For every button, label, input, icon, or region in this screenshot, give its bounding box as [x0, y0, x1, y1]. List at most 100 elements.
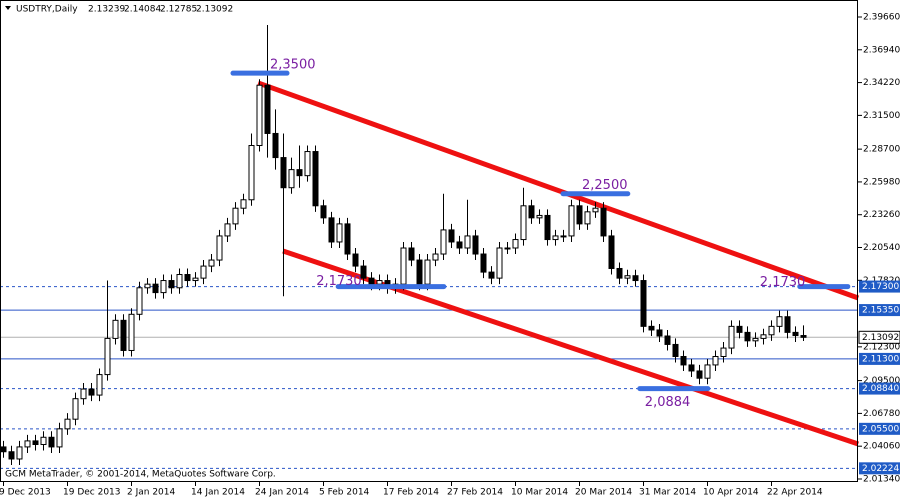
level-label-box: [859, 352, 900, 365]
candle-body: [744, 331, 751, 342]
candle-body: [472, 235, 479, 255]
candle-body: [376, 280, 383, 285]
level-label-box: [859, 462, 900, 475]
candle-body: [480, 253, 487, 273]
candle-body: [96, 374, 103, 396]
trendline: [257, 80, 860, 301]
candle-body: [800, 335, 807, 338]
last-open: 2.13239: [88, 5, 125, 15]
candle-body: [648, 325, 655, 331]
candle-body: [496, 247, 503, 279]
y-tick-label: 2.09500: [863, 376, 900, 386]
candle-body: [536, 214, 543, 219]
level-label-box: [859, 382, 900, 395]
candle-body: [736, 325, 743, 333]
last-high: 2.14084: [124, 5, 161, 15]
candle-body: [320, 205, 327, 219]
menu-arrow: [5, 6, 11, 10]
plot-area: [0, 24, 860, 469]
candle-body: [192, 277, 199, 282]
annotation-label: 2,3500: [270, 58, 316, 73]
candle-body: [8, 451, 15, 460]
candle-body: [352, 253, 359, 267]
candle-body: [576, 205, 583, 225]
candle-body: [408, 247, 415, 261]
candle-body: [24, 440, 31, 448]
level-label: 2.08840: [862, 384, 899, 394]
candle-body: [680, 355, 687, 366]
candle-body: [416, 259, 423, 285]
candle-body: [272, 132, 279, 159]
candle-body: [304, 151, 311, 177]
candle-body: [360, 265, 367, 279]
last-low: 2.12785: [160, 5, 197, 15]
candle-body: [720, 347, 727, 357]
y-tick-label: 2.01340: [863, 474, 900, 484]
candle-body: [584, 211, 591, 225]
candle-body: [448, 229, 455, 243]
candle-body: [544, 214, 551, 241]
x-tick-label: 19 Dec 2013: [63, 488, 121, 498]
current-price-label: 2.13092: [862, 333, 899, 343]
candle-body: [656, 329, 663, 337]
candle-body: [120, 319, 127, 351]
level-label-box: [859, 304, 900, 317]
candle-body: [240, 199, 247, 209]
last-close: 2.13092: [196, 5, 233, 15]
candle-body: [104, 337, 111, 376]
candle-body: [592, 207, 599, 213]
candle-body: [616, 267, 623, 279]
level-label: 2.17300: [862, 282, 899, 292]
current-price-box: [858, 330, 900, 344]
y-tick-label: 2.04060: [863, 442, 900, 452]
candle-body: [160, 280, 167, 294]
candle-body: [328, 217, 335, 243]
y-tick-label: 2.34220: [863, 78, 900, 88]
candle-body: [792, 331, 799, 337]
candle-body: [704, 364, 711, 379]
candle-body: [424, 259, 431, 285]
candle-body: [560, 235, 567, 238]
candle-body: [128, 313, 135, 351]
candle-body: [40, 436, 47, 446]
candle-body: [56, 428, 63, 448]
y-tick-label: 2.23260: [863, 210, 900, 220]
candle-body: [512, 239, 519, 249]
candle-body: [760, 334, 767, 339]
candle-body: [64, 418, 71, 430]
candle-body: [568, 205, 575, 237]
candle-body: [288, 169, 295, 189]
candle-body: [16, 446, 23, 460]
level-label-box: [859, 422, 900, 435]
y-tick-label: 2.12300: [863, 342, 900, 352]
x-tick-label: 24 Jan 2014: [255, 488, 309, 498]
x-tick-label: 22 Apr 2014: [767, 488, 823, 498]
candle-body: [168, 280, 175, 289]
x-tick-label: 2 Jan 2014: [127, 488, 175, 498]
level-label: 2.11300: [862, 354, 899, 364]
candle-body: [112, 319, 119, 339]
candle-body: [632, 275, 639, 282]
plot-frame: [0, 0, 858, 482]
candle-body: [776, 316, 783, 327]
chart-title: USDTRY,Daily: [16, 5, 78, 15]
y-tick-label: 2.20540: [863, 243, 900, 253]
candle-body: [144, 283, 151, 289]
candle-body: [80, 388, 87, 400]
candle-body: [488, 271, 495, 279]
x-tick-label: 20 Mar 2014: [575, 488, 632, 498]
candle-body: [48, 436, 55, 448]
candle-body: [520, 205, 527, 241]
candle-body: [712, 355, 719, 366]
candle-body: [256, 84, 263, 147]
candle-body: [280, 157, 287, 189]
annotation-label: 2,1730: [760, 275, 806, 290]
x-tick-label: 10 Apr 2014: [703, 488, 759, 498]
candle-body: [184, 274, 191, 282]
candle-body: [640, 280, 647, 327]
x-tick-label: 27 Feb 2014: [447, 488, 503, 498]
candle-body: [200, 265, 207, 279]
x-tick-label: 17 Feb 2014: [383, 488, 439, 498]
